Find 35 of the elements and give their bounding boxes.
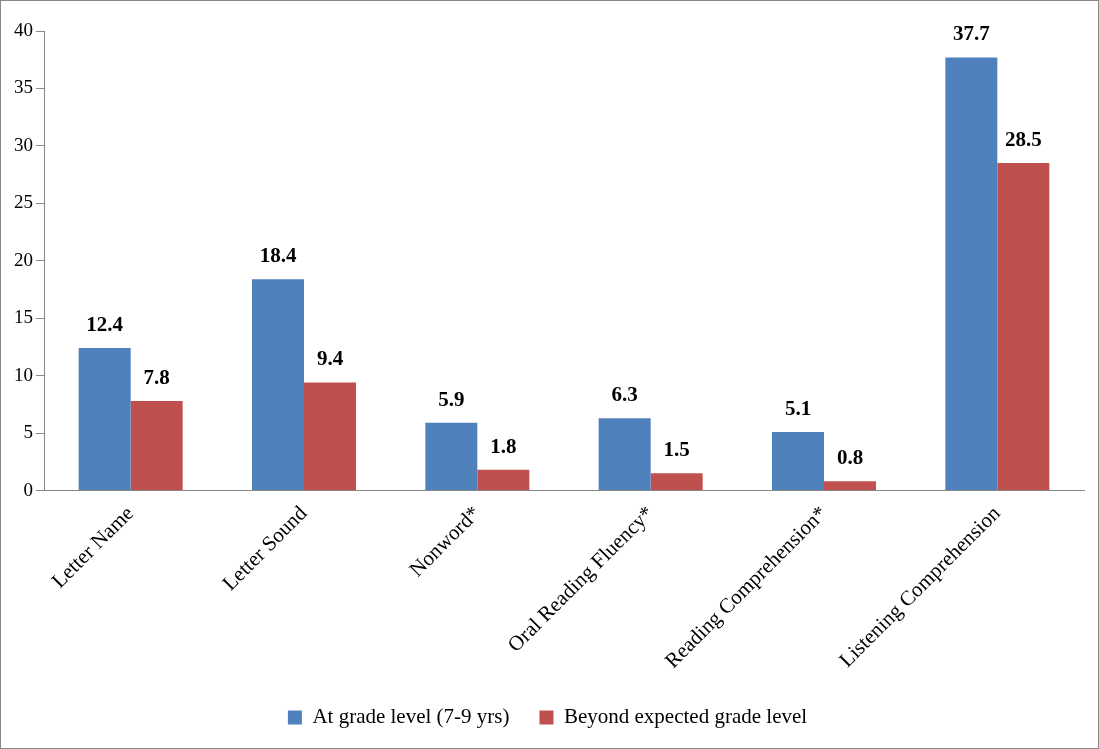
y-tick-label: 30 xyxy=(14,133,33,155)
legend-label: At grade level (7-9 yrs) xyxy=(312,704,510,729)
bar xyxy=(945,57,998,491)
data-label: 5.1 xyxy=(784,395,812,420)
data-label: 0.8 xyxy=(836,445,864,470)
data-label: 5.9 xyxy=(438,386,465,411)
y-tick-label: 10 xyxy=(14,363,33,385)
bar xyxy=(477,469,530,491)
y-tick-label: 40 xyxy=(14,18,33,40)
bar xyxy=(425,422,478,491)
data-label: 12.4 xyxy=(86,311,124,336)
bar xyxy=(997,163,1050,491)
bar xyxy=(252,279,304,491)
legend-label: Beyond expected grade level xyxy=(563,704,808,729)
bar xyxy=(78,348,131,491)
bar xyxy=(650,473,703,491)
data-label: 18.4 xyxy=(259,243,297,268)
data-label: 6.3 xyxy=(611,382,638,407)
data-label: 28.5 xyxy=(1004,127,1042,152)
y-tick-label: 0 xyxy=(23,478,33,500)
data-label: 1.5 xyxy=(663,437,690,462)
y-tick-label: 15 xyxy=(14,306,33,328)
y-tick-label: 20 xyxy=(14,248,33,270)
data-label: 1.8 xyxy=(490,433,517,458)
bar xyxy=(130,400,183,491)
y-tick-label: 35 xyxy=(14,76,33,98)
data-label: 7.8 xyxy=(143,364,170,389)
bar xyxy=(304,382,356,491)
data-label: 9.4 xyxy=(316,346,344,371)
bar xyxy=(824,481,876,491)
bar xyxy=(598,418,651,491)
y-tick-label: 5 xyxy=(23,421,33,443)
bar xyxy=(772,431,824,491)
y-tick-label: 25 xyxy=(14,191,33,213)
data-label: 37.7 xyxy=(952,21,990,46)
